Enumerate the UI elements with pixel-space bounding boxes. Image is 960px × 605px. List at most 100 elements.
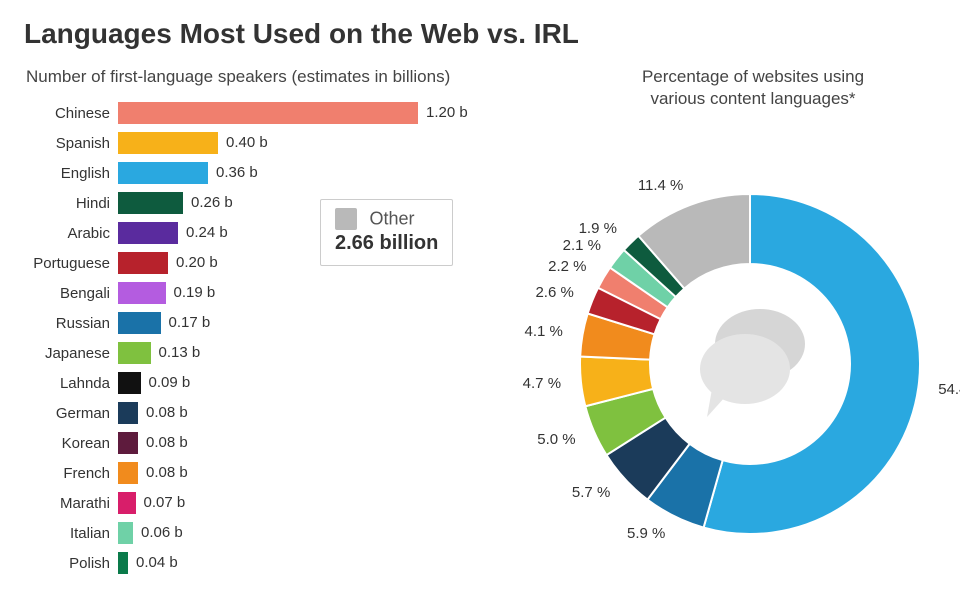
bar-fill [118, 252, 168, 274]
bar-track: 0.09 b [118, 372, 418, 394]
bar-row: Lahnda 0.09 b [20, 368, 540, 398]
bar-track: 0.40 b [118, 132, 418, 154]
bar-row: Italian 0.06 b [20, 518, 540, 548]
bar-row: Arabic 0.24 b [20, 218, 540, 248]
bar-track: 0.07 b [118, 492, 418, 514]
bar-track: 0.06 b [118, 522, 418, 544]
bar-label: German [20, 405, 118, 422]
bar-fill [118, 402, 138, 424]
donut-slice-label: 2.1 % [563, 237, 601, 254]
bar-track: 0.08 b [118, 402, 418, 424]
donut-subhead-line2: various content languages* [650, 89, 855, 108]
donut-slice-label: 54.4 % [938, 381, 960, 398]
bar-value: 1.20 b [418, 102, 468, 124]
donut-slice-label: 5.0 % [537, 431, 575, 448]
bar-row: Bengali 0.19 b [20, 278, 540, 308]
bar-row: German 0.08 b [20, 398, 540, 428]
bar-value: 0.09 b [141, 372, 191, 394]
right-column: Percentage of websites using various con… [550, 64, 950, 578]
bar-value: 0.19 b [166, 282, 216, 304]
bar-fill [118, 102, 418, 124]
donut-chart: 54.4 %5.9 %5.7 %5.0 %4.7 %4.1 %2.6 %2.2 … [550, 114, 950, 574]
bar-track: 0.19 b [118, 282, 418, 304]
bar-row: English 0.36 b [20, 158, 540, 188]
donut-slice-label: 1.9 % [579, 220, 617, 237]
bar-row: Hindi 0.26 b [20, 188, 540, 218]
bar-row: Spanish 0.40 b [20, 128, 540, 158]
other-swatch [335, 208, 357, 230]
bar-row: Marathi 0.07 b [20, 488, 540, 518]
donut-svg [550, 114, 950, 594]
bar-track: 0.08 b [118, 432, 418, 454]
donut-subhead: Percentage of websites using various con… [556, 66, 950, 110]
bar-label: Italian [20, 525, 118, 542]
bar-fill [118, 342, 151, 364]
bar-value: 0.04 b [128, 552, 178, 574]
bar-fill [118, 282, 166, 304]
infographic-page: Languages Most Used on the Web vs. IRL N… [0, 0, 960, 605]
bar-label: French [20, 465, 118, 482]
donut-slice-label: 5.7 % [572, 484, 610, 501]
left-column: Number of first-language speakers (estim… [20, 64, 540, 578]
bar-row: Polish 0.04 b [20, 548, 540, 578]
bar-row: Portuguese0.20 b [20, 248, 540, 278]
other-value: 2.66 billion [335, 232, 438, 255]
bar-label: Hindi [20, 195, 118, 212]
bar-fill [118, 132, 218, 154]
bar-value: 0.08 b [138, 402, 188, 424]
bar-track: 0.17 b [118, 312, 418, 334]
bar-label: Arabic [20, 225, 118, 242]
bar-label: Portuguese [20, 255, 118, 272]
bar-label: Marathi [20, 495, 118, 512]
bar-row: Japanese 0.13 b [20, 338, 540, 368]
bar-value: 0.40 b [218, 132, 268, 154]
bar-label: Spanish [20, 135, 118, 152]
bar-value: 0.08 b [138, 462, 188, 484]
bar-track: 0.08 b [118, 462, 418, 484]
bar-label: Korean [20, 435, 118, 452]
bar-label: Japanese [20, 345, 118, 362]
bar-label: Bengali [20, 285, 118, 302]
other-legend-box: Other 2.66 billion [320, 199, 453, 266]
bar-track: 0.36 b [118, 162, 418, 184]
bar-value: 0.24 b [178, 222, 228, 244]
bar-label: Russian [20, 315, 118, 332]
bar-label: English [20, 165, 118, 182]
bar-row: French 0.08 b [20, 458, 540, 488]
bar-track: 0.13 b [118, 342, 418, 364]
donut-slice-label: 5.9 % [627, 525, 665, 542]
page-title: Languages Most Used on the Web vs. IRL [24, 18, 940, 50]
bar-fill [118, 222, 178, 244]
bar-label: Polish [20, 555, 118, 572]
bar-row: Korean 0.08 b [20, 428, 540, 458]
columns: Number of first-language speakers (estim… [20, 64, 940, 578]
bar-chart: Chinese1.20 b Spanish 0.40 b English 0.36 b H… [20, 98, 540, 578]
other-label: Other [369, 209, 414, 229]
bar-chart-subhead: Number of first-language speakers (estim… [26, 66, 540, 88]
bar-row: Chinese1.20 b [20, 98, 540, 128]
bar-fill [118, 522, 133, 544]
donut-slice-label: 11.4 % [638, 177, 684, 194]
donut-subhead-line1: Percentage of websites using [642, 67, 864, 86]
bar-row: Russian 0.17 b [20, 308, 540, 338]
bar-track: 0.04 b [118, 552, 418, 574]
bar-value: 0.06 b [133, 522, 183, 544]
bar-track: 1.20 b [118, 102, 418, 124]
bar-value: 0.08 b [138, 432, 188, 454]
bar-fill [118, 462, 138, 484]
bar-fill [118, 192, 183, 214]
bar-label: Lahnda [20, 375, 118, 392]
bar-value: 0.36 b [208, 162, 258, 184]
bar-fill [118, 162, 208, 184]
bar-fill [118, 552, 128, 574]
bar-fill [118, 312, 161, 334]
bar-fill [118, 432, 138, 454]
donut-slice-label: 4.7 % [523, 375, 561, 392]
bar-value: 0.07 b [136, 492, 186, 514]
bar-value: 0.26 b [183, 192, 233, 214]
bar-value: 0.17 b [161, 312, 211, 334]
donut-slice-label: 2.6 % [535, 284, 573, 301]
bar-fill [118, 492, 136, 514]
bar-value: 0.13 b [151, 342, 201, 364]
donut-slice-label: 4.1 % [524, 323, 562, 340]
